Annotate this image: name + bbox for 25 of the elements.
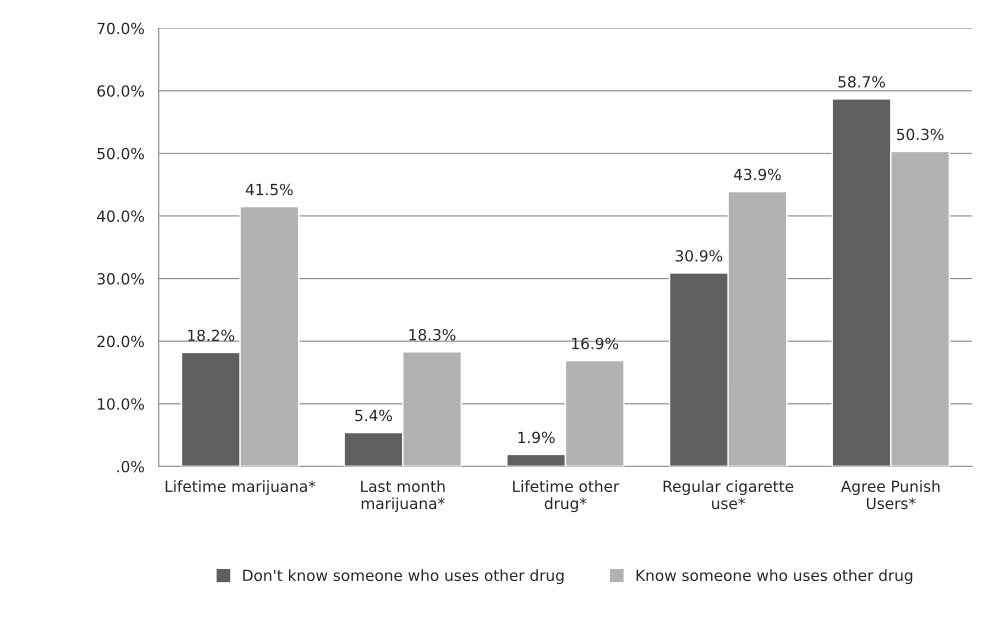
legend-label: Don't know someone who uses other drug — [243, 569, 564, 584]
data-label: 5.4% — [355, 410, 392, 422]
x-tick-label: Lifetime marijuana* — [166, 480, 316, 496]
y-tick-label: 60.0% — [97, 85, 144, 97]
data-label: 50.3% — [897, 128, 944, 140]
data-label: 41.5% — [246, 184, 293, 196]
y-tick-label: 10.0% — [98, 398, 144, 410]
data-label: 18.2% — [188, 330, 234, 342]
y-tick-label: .0% — [117, 460, 144, 472]
data-label: 18.3% — [409, 328, 456, 341]
y-tick-label: 70.0% — [98, 22, 144, 34]
x-tick-label: Regular cigarette use* — [664, 480, 794, 510]
legend-label: Know someone who uses other drug — [636, 569, 912, 584]
data-label: 43.9% — [734, 168, 781, 180]
data-label: 58.7% — [838, 76, 885, 88]
data-label: 16.9% — [572, 338, 618, 350]
data-label: 30.9% — [676, 250, 722, 262]
y-tick-label: 50.0% — [97, 148, 144, 160]
x-tick-label: Lifetime other drug* — [513, 480, 620, 512]
x-tick-label: Last month marijuana* — [361, 480, 445, 512]
y-tick-label: 40.0% — [97, 210, 144, 222]
y-tick-label: 20.0% — [97, 336, 144, 348]
data-label: 1.9% — [518, 432, 555, 444]
x-tick-label: Agree Punish Users* — [840, 480, 940, 510]
y-tick-label: 30.0% — [97, 273, 144, 285]
